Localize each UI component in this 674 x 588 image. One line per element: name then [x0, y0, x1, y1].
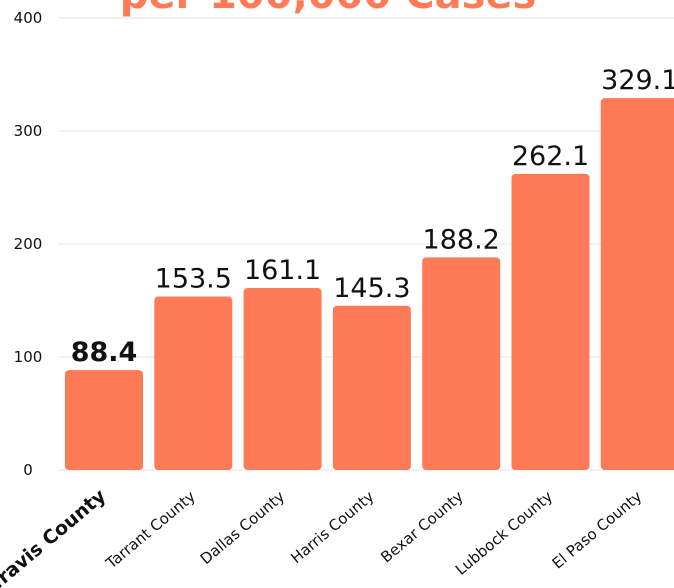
- bar: [422, 257, 501, 470]
- data-label: 161.1: [244, 255, 321, 286]
- bar: [243, 287, 322, 470]
- x-tick-label: Bexar County: [377, 487, 467, 566]
- chart-title: per 100,000 Cases: [120, 0, 537, 18]
- x-tick-label: Dallas County: [197, 487, 289, 568]
- bar: [600, 98, 674, 470]
- bar: [154, 296, 233, 470]
- bar: [511, 173, 590, 470]
- bar: [65, 370, 143, 470]
- bars: [65, 98, 674, 470]
- x-tick-label: Tarrant County: [102, 487, 199, 573]
- y-axis-ticks: 0 100 200 300 400: [14, 9, 43, 479]
- y-tick-label: 0: [23, 461, 33, 479]
- y-tick-label: 300: [14, 122, 43, 140]
- data-labels: 88.4 153.5 161.1 145.3 188.2 262.1 329.1: [71, 65, 674, 368]
- x-tick-label: El Paso County: [549, 487, 646, 572]
- y-tick-label: 100: [14, 348, 43, 366]
- data-label: 188.2: [423, 224, 500, 255]
- x-tick-label: Harris County: [287, 487, 377, 567]
- y-tick-label: 400: [14, 9, 43, 27]
- data-label: 153.5: [155, 264, 232, 295]
- x-tick-label: Lubbock County: [452, 487, 556, 579]
- x-tick-label: Travis County: [0, 485, 111, 588]
- bar: [332, 305, 411, 470]
- data-label: 262.1: [512, 141, 589, 172]
- y-tick-label: 200: [14, 235, 43, 253]
- data-label: 145.3: [333, 273, 410, 304]
- data-label: 88.4: [71, 337, 138, 368]
- data-label: 329.1: [601, 65, 674, 96]
